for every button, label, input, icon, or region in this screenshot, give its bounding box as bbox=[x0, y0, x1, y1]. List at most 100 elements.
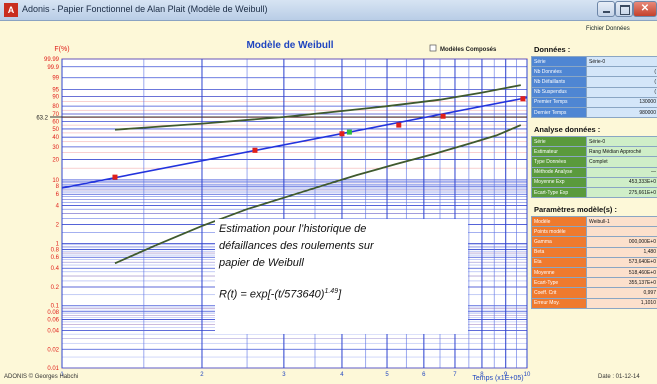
table-row: Erreur Moy. 1,1010 bbox=[531, 297, 657, 309]
cell-value[interactable]: 1,480 bbox=[586, 246, 657, 258]
menu-fichier-donnees[interactable]: Fichier Données bbox=[586, 26, 630, 32]
data-point bbox=[112, 174, 118, 180]
cell-key: Erreur Moy. bbox=[531, 297, 587, 309]
donnees-title: Données : bbox=[534, 45, 571, 54]
x-tick-label: 8 bbox=[480, 372, 484, 378]
maximize-icon[interactable] bbox=[615, 1, 633, 17]
footer-copyright: ADONIS © Georges Habchi bbox=[4, 374, 79, 380]
cell-key: Nb Données bbox=[531, 66, 587, 78]
cell-value[interactable]: ( bbox=[586, 76, 657, 88]
formula-exponent: 1.49 bbox=[324, 288, 339, 295]
y-tick-label: 2 bbox=[56, 223, 60, 229]
cell-key: Gamma bbox=[531, 236, 587, 248]
parametres-panel: Paramètres modèle(s) : Modèle Weibull-1 P… bbox=[531, 204, 657, 309]
y-tick-label: 8 bbox=[56, 184, 60, 190]
y-tick-label: 0.08 bbox=[47, 310, 59, 316]
cell-value[interactable]: Série-0 bbox=[586, 135, 657, 148]
cell-value[interactable]: Weibull-1 bbox=[586, 215, 657, 228]
cell-key: Série bbox=[531, 55, 587, 68]
table-row: Coeff. Crit 0,997 bbox=[531, 287, 657, 299]
minimize-icon[interactable] bbox=[597, 1, 615, 17]
series-line-upper-bound bbox=[114, 84, 521, 131]
cell-value[interactable]: Rang Médian Approché bbox=[586, 146, 657, 158]
window-titlebar: A Adonis - Papier Fonctionnel de Alan Pl… bbox=[0, 0, 657, 21]
cell-key: Série bbox=[531, 135, 587, 148]
donnees-table: Série Série-0 Nb Données( Nb Défaillants(… bbox=[531, 55, 657, 119]
y-tick-label: 0.02 bbox=[47, 347, 59, 353]
table-row: Gamma 000,000E+0 bbox=[531, 236, 657, 248]
cell-key: Estimateur bbox=[531, 146, 587, 158]
close-icon[interactable]: ✕ bbox=[633, 1, 657, 17]
x-tick-label: 2 bbox=[200, 372, 204, 378]
cell-key: Ecart-Type Exp bbox=[531, 186, 587, 199]
y-tick-label: 0.01 bbox=[47, 366, 59, 372]
cell-value[interactable]: 1,1010 bbox=[586, 297, 657, 309]
cell-value[interactable]: 573,640E+0 bbox=[586, 256, 657, 268]
x-tick-label: 3 bbox=[282, 372, 286, 378]
cell-value[interactable]: 000,000E+0 bbox=[586, 236, 657, 248]
series-line-lower-bound bbox=[114, 124, 522, 265]
table-row: Dernier Temps 980000 bbox=[531, 106, 657, 119]
cell-value[interactable]: 453,333E+0 bbox=[586, 176, 657, 188]
donnees-panel: Données : Série Série-0 Nb Données( Nb Dé… bbox=[531, 44, 657, 119]
cell-value[interactable]: 0,997 bbox=[586, 287, 657, 299]
cell-value[interactable]: 275,661E+0 bbox=[586, 186, 657, 199]
data-points bbox=[112, 96, 526, 180]
cell-key: Beta bbox=[531, 246, 587, 258]
annotation-line-1: Estimation pour l’historique de bbox=[219, 223, 367, 235]
cell-value[interactable]: Série-0 bbox=[586, 55, 657, 68]
cell-key: Méthode Analyse bbox=[531, 166, 587, 178]
x-tick-label: 4 bbox=[340, 372, 344, 378]
data-point bbox=[252, 147, 258, 153]
y-tick-label: 10 bbox=[52, 178, 59, 184]
x-tick-label: 1 bbox=[60, 372, 64, 378]
table-row: Moyenne 518,460E+0 bbox=[531, 266, 657, 279]
y-axis-label: F(%) bbox=[54, 46, 69, 53]
y-tick-label: 4 bbox=[56, 203, 60, 209]
x-axis-label: Temps (x1E+05) bbox=[472, 375, 523, 382]
cell-key: Modèle bbox=[531, 215, 587, 228]
analyse-title: Analyse données : bbox=[534, 125, 601, 134]
table-row: Eta 573,640E+0 bbox=[531, 256, 657, 268]
table-row: Premier Temps 130000 bbox=[531, 96, 657, 108]
x-tick-label: 5 bbox=[385, 372, 389, 378]
table-row: Moyenne Exp 453,333E+0 bbox=[531, 176, 657, 188]
table-row: Ecart-Type Exp 275,661E+0 bbox=[531, 186, 657, 199]
y-tick-label: 50 bbox=[52, 127, 59, 133]
cell-value[interactable]: — bbox=[586, 166, 657, 178]
cell-key: Eta bbox=[531, 256, 587, 268]
y-tick-label: 6 bbox=[56, 192, 60, 198]
app-icon: A bbox=[4, 3, 18, 17]
x-tick-label: 7 bbox=[453, 372, 457, 378]
data-point bbox=[346, 129, 352, 135]
parametres-title: Paramètres modèle(s) : bbox=[534, 205, 617, 214]
window-title: Adonis - Papier Fonctionnel de Alan Plai… bbox=[22, 4, 268, 14]
formula-suffix: ] bbox=[338, 288, 342, 301]
modeles-composes-checkbox[interactable] bbox=[429, 44, 437, 52]
table-row: Série Série-0 bbox=[531, 55, 657, 68]
y-tick-label: 99.9 bbox=[47, 65, 59, 71]
y-tick-label: 0.4 bbox=[51, 266, 60, 272]
cell-value[interactable]: 355,137E+0 bbox=[586, 277, 657, 289]
cell-value[interactable]: Complet bbox=[586, 156, 657, 168]
data-point bbox=[339, 131, 345, 137]
cell-value[interactable]: ( bbox=[586, 66, 657, 78]
series-line-fit bbox=[61, 96, 528, 189]
cell-value[interactable]: 980000 bbox=[586, 106, 657, 119]
y-tick-label: 1 bbox=[56, 241, 60, 247]
cell-key: Nb Suspendus bbox=[531, 86, 587, 98]
y-tick-label: 0.06 bbox=[47, 318, 59, 324]
cell-key: Moyenne Exp bbox=[531, 176, 587, 188]
cell-value[interactable]: ( bbox=[586, 86, 657, 98]
table-row: Ecart-Type 355,137E+0 bbox=[531, 277, 657, 289]
cell-value[interactable] bbox=[586, 226, 657, 238]
reliability-formula: R(t) = exp[-(t/573640)1.49] bbox=[219, 283, 464, 304]
table-row: Points modèle bbox=[531, 226, 657, 238]
cell-value[interactable]: 130000 bbox=[586, 96, 657, 108]
cell-key: Coeff. Crit bbox=[531, 287, 587, 299]
y-tick-label: 20 bbox=[52, 158, 59, 164]
table-row: Nb Suspendus( bbox=[531, 86, 657, 98]
y-tick-label: 0.8 bbox=[51, 247, 60, 253]
cell-value[interactable]: 518,460E+0 bbox=[586, 266, 657, 279]
y-tick-label: 0.04 bbox=[47, 329, 59, 335]
